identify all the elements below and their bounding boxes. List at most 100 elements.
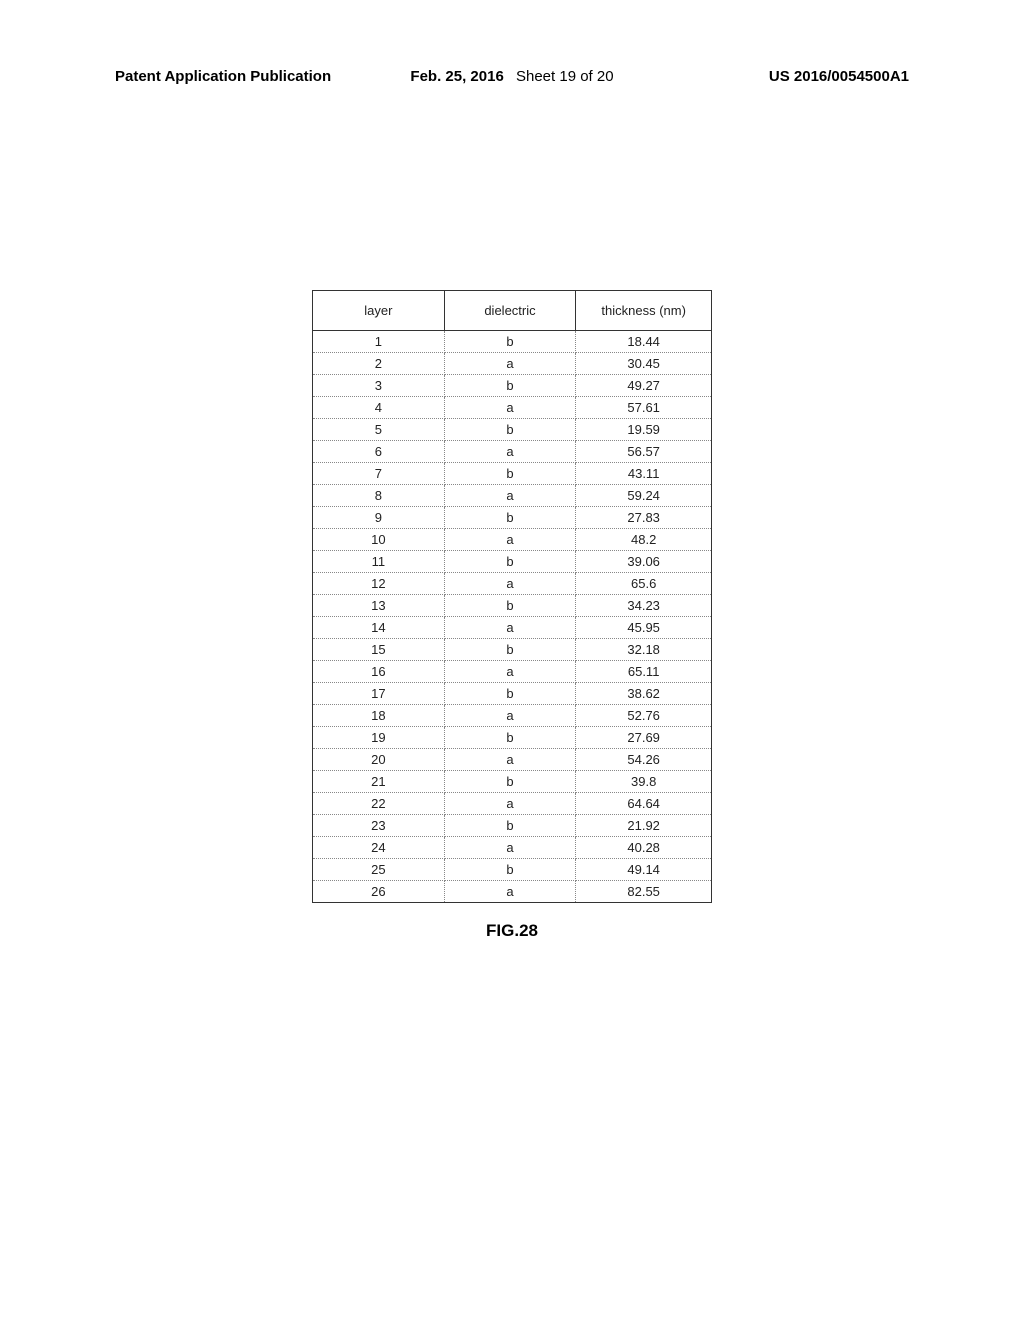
col-header-layer: layer [313,291,445,331]
table-cell: a [444,661,576,683]
table-cell: a [444,617,576,639]
page-header: Patent Application Publication Feb. 25, … [0,68,1024,85]
table-cell: b [444,507,576,529]
table-cell: 56.57 [576,441,712,463]
table-cell: 19.59 [576,419,712,441]
table-cell: 54.26 [576,749,712,771]
table-cell: b [444,771,576,793]
table-cell: 12 [313,573,445,595]
table-cell: a [444,705,576,727]
table-cell: 82.55 [576,881,712,903]
table-row: 26a82.55 [313,881,712,903]
table-cell: 5 [313,419,445,441]
table-row: 15b32.18 [313,639,712,661]
table-cell: 1 [313,331,445,353]
table-cell: 45.95 [576,617,712,639]
table-cell: b [444,683,576,705]
table-cell: 57.61 [576,397,712,419]
table-cell: 13 [313,595,445,617]
table-cell: b [444,551,576,573]
data-table: layer dielectric thickness (nm) 1b18.442… [312,290,712,903]
table-row: 22a64.64 [313,793,712,815]
col-header-thickness: thickness (nm) [576,291,712,331]
header-date: Feb. 25, 2016 [410,68,503,85]
table-cell: 2 [313,353,445,375]
table-row: 4a57.61 [313,397,712,419]
table-cell: a [444,397,576,419]
table-cell: b [444,331,576,353]
table-row: 7b43.11 [313,463,712,485]
table-row: 14a45.95 [313,617,712,639]
table-cell: 25 [313,859,445,881]
table-header-row: layer dielectric thickness (nm) [313,291,712,331]
table-cell: b [444,419,576,441]
table-cell: 10 [313,529,445,551]
table-cell: 39.06 [576,551,712,573]
table-row: 17b38.62 [313,683,712,705]
table-row: 18a52.76 [313,705,712,727]
table-cell: 21.92 [576,815,712,837]
table-cell: 39.8 [576,771,712,793]
table-cell: 16 [313,661,445,683]
table-cell: 18 [313,705,445,727]
table-row: 9b27.83 [313,507,712,529]
table-cell: 30.45 [576,353,712,375]
table-cell: 9 [313,507,445,529]
table-cell: 34.23 [576,595,712,617]
table-cell: a [444,881,576,903]
table-row: 2a30.45 [313,353,712,375]
table-row: 24a40.28 [313,837,712,859]
table-cell: 7 [313,463,445,485]
table-row: 5b19.59 [313,419,712,441]
table-cell: a [444,485,576,507]
table-cell: 59.24 [576,485,712,507]
table-cell: 38.62 [576,683,712,705]
table-cell: 64.64 [576,793,712,815]
table-cell: a [444,529,576,551]
table-cell: a [444,441,576,463]
table-row: 6a56.57 [313,441,712,463]
header-right: US 2016/0054500A1 [769,68,909,85]
table-cell: 19 [313,727,445,749]
table-cell: a [444,837,576,859]
table-cell: b [444,727,576,749]
table-cell: 15 [313,639,445,661]
table-cell: 20 [313,749,445,771]
table-cell: 49.27 [576,375,712,397]
table-cell: 3 [313,375,445,397]
table-cell: a [444,353,576,375]
table-cell: 21 [313,771,445,793]
table-cell: b [444,815,576,837]
table-row: 21b39.8 [313,771,712,793]
table-cell: 6 [313,441,445,463]
table-container: layer dielectric thickness (nm) 1b18.442… [312,290,712,941]
table-cell: b [444,375,576,397]
table-cell: b [444,463,576,485]
table-cell: 65.11 [576,661,712,683]
table-cell: 65.6 [576,573,712,595]
table-row: 3b49.27 [313,375,712,397]
col-header-dielectric: dielectric [444,291,576,331]
table-row: 23b21.92 [313,815,712,837]
table-cell: a [444,793,576,815]
table-cell: 32.18 [576,639,712,661]
table-cell: b [444,595,576,617]
table-cell: b [444,859,576,881]
table-row: 19b27.69 [313,727,712,749]
table-cell: 17 [313,683,445,705]
table-cell: 27.69 [576,727,712,749]
table-cell: 8 [313,485,445,507]
table-cell: a [444,573,576,595]
figure-label: FIG.28 [312,921,712,941]
table-row: 16a65.11 [313,661,712,683]
table-row: 12a65.6 [313,573,712,595]
table-cell: b [444,639,576,661]
table-cell: 11 [313,551,445,573]
table-cell: 27.83 [576,507,712,529]
table-cell: a [444,749,576,771]
table-cell: 22 [313,793,445,815]
table-row: 25b49.14 [313,859,712,881]
table-row: 11b39.06 [313,551,712,573]
table-row: 8a59.24 [313,485,712,507]
table-cell: 14 [313,617,445,639]
